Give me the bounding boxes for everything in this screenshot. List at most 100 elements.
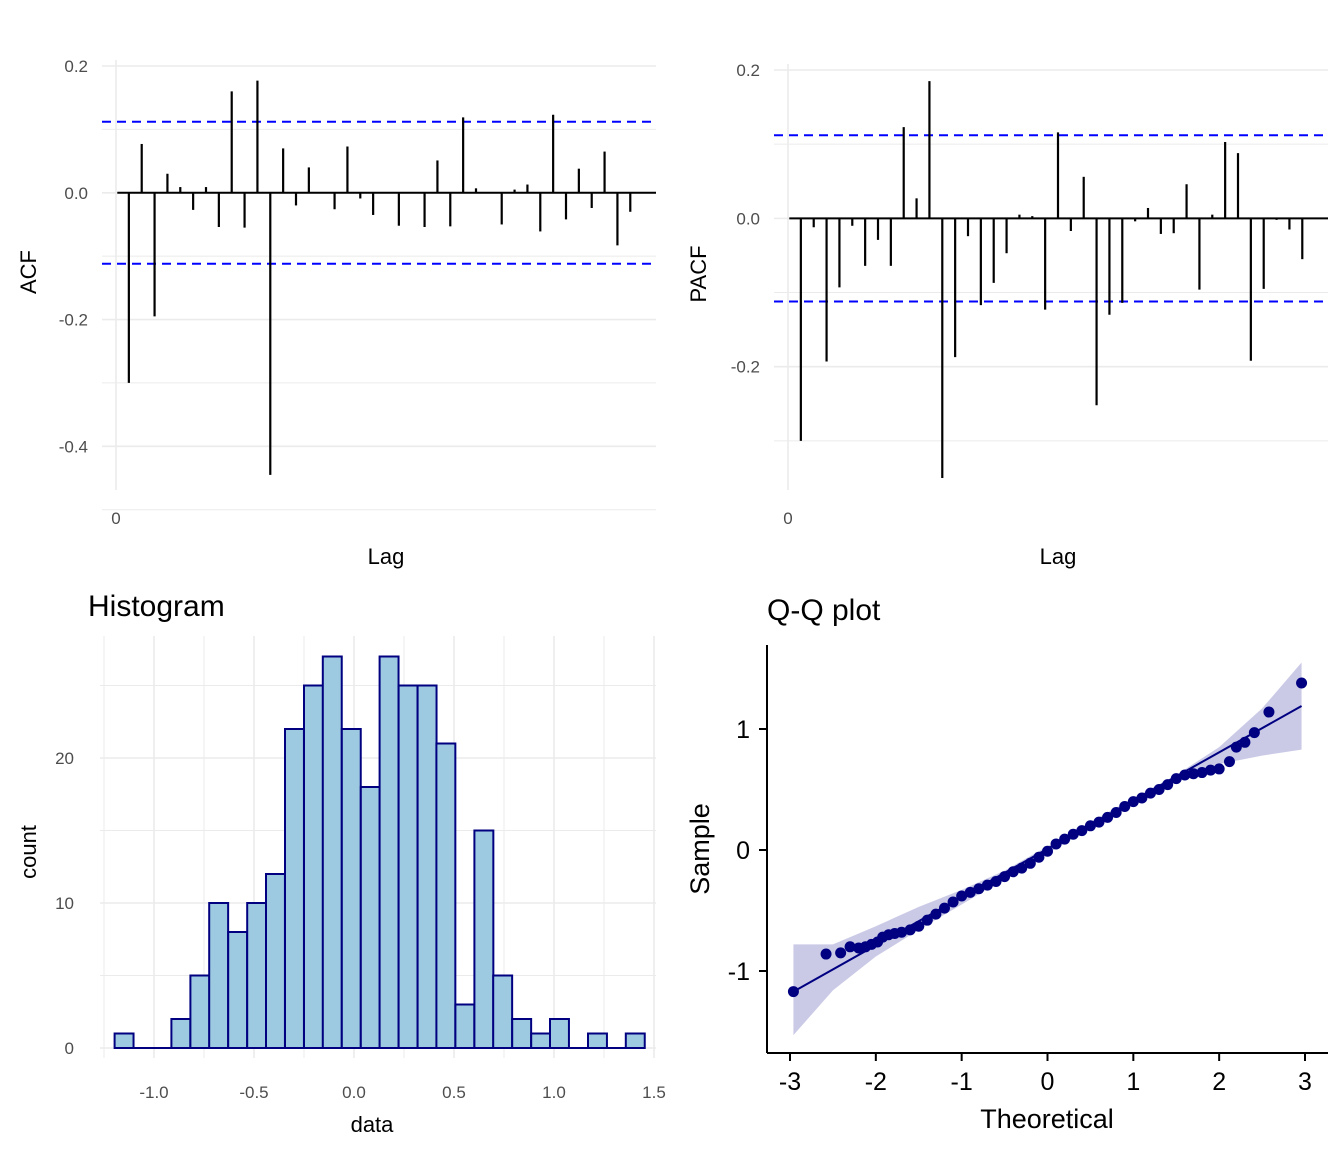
histogram-bar [265,873,286,1049]
histogram-bar [303,684,324,1049]
histogram-x-axis-title: data [351,1112,395,1137]
acf-x-tick-label: 0 [111,509,120,528]
histogram-x-tick-label: 1.0 [542,1083,566,1102]
qq-point [956,890,968,902]
qq-point [1179,769,1191,781]
qq-point [1170,773,1182,785]
histogram-bar [549,1018,570,1049]
qq-panel: -3 -2 -1 0 1 2 3 -1 0 1 Q-Q plot Theoretical Sample [685,594,1328,1134]
qq-point [1162,779,1174,791]
histogram-bar [511,1018,533,1049]
qq-point [1263,706,1275,718]
histogram-bar [416,684,438,1049]
histogram-bar [170,1018,192,1049]
qq-point [1196,767,1208,779]
histogram-bar [473,829,495,1049]
qq-point [1102,811,1114,823]
qq-y-tick-label: 0 [736,837,750,865]
qq-x-tick-label: 0 [1041,1068,1055,1096]
pacf-y-tick-label: 0.0 [736,209,760,228]
qq-point [1205,764,1217,776]
qq-point [1059,833,1071,845]
histogram-x-tick-label: -0.5 [239,1083,268,1102]
histogram-x-tick-label: 0.5 [442,1083,466,1102]
qq-point [999,871,1011,883]
histogram-x-tick-label: -1.0 [139,1083,168,1102]
histogram-title: Histogram [88,590,225,623]
qq-point [1033,851,1045,863]
qq-point [904,924,916,936]
histogram-bar [340,728,362,1049]
qq-point [939,902,950,914]
qq-x-tick-label: -2 [865,1068,887,1096]
histogram-bar [624,1032,646,1049]
qq-x-tick-label: 3 [1298,1068,1312,1096]
qq-title: Q-Q plot [767,594,881,627]
histogram-bar [397,684,419,1049]
pacf-x-axis-title: Lag [1040,544,1077,569]
qq-point [1076,825,1088,837]
qq-point [1007,866,1019,878]
histogram-y-tick-label: 20 [55,749,74,768]
qq-point [1230,741,1242,753]
histogram-bar [587,1032,608,1049]
qq-x-tick-label: -3 [779,1068,801,1096]
qq-point [1084,820,1096,832]
histogram-bar [321,655,343,1049]
histogram-y-tick-label: 10 [55,894,74,913]
qq-y-tick-label: -1 [728,958,750,986]
acf-y-tick-label: -0.4 [59,437,88,456]
histogram-y-axis-title: count [16,825,41,879]
qq-point [1127,796,1139,808]
qq-point [820,948,832,960]
histogram-bar [189,974,211,1049]
qq-x-axis-title: Theoretical [980,1104,1114,1134]
qq-point [1248,727,1260,739]
qq-point [1050,838,1062,850]
qq-point [1239,736,1251,748]
pacf-panel: -0.2 0.0 0.2 0 Lag PACF [686,61,1328,569]
qq-point [896,926,908,938]
qq-point [1024,857,1036,869]
qq-point [947,896,959,908]
qq-point [1067,828,1079,840]
qq-point [1016,862,1028,874]
histogram-bar [492,974,514,1049]
pacf-y-tick-label: 0.2 [736,61,760,80]
histogram-panel: -1.0 -0.5 0.0 0.5 1.0 1.5 0 10 20 Histogram data co… [16,590,666,1137]
qq-point [1136,792,1148,804]
histogram-x-tick-label: 0.0 [342,1083,366,1102]
qq-point [1213,763,1225,775]
histogram-bar [284,728,305,1049]
qq-point [990,875,1002,887]
acf-x-axis-title: Lag [368,544,405,569]
histogram-bar [113,1032,135,1049]
acf-y-axis-title: ACF [16,250,41,294]
qq-x-tick-label: -1 [951,1068,973,1096]
histogram-bar [246,902,268,1049]
acf-y-tick-label: 0.2 [64,57,88,76]
histogram-bar [378,655,400,1049]
acf-y-tick-label: -0.2 [59,311,88,330]
qq-point [1145,787,1156,799]
pacf-y-axis-title: PACF [686,245,711,302]
pacf-y-tick-label: -0.2 [731,358,760,377]
qq-y-tick-label: 1 [736,716,750,744]
histogram-bar [227,931,249,1049]
qq-point [787,986,799,998]
qq-point [1223,756,1235,768]
qq-point [1296,677,1308,689]
histogram-y-tick-label: 0 [65,1039,74,1058]
qq-point [981,879,993,891]
qq-point [844,941,856,953]
qq-point [930,908,942,920]
qq-y-axis-title: Sample [685,803,715,895]
histogram-x-tick-label: 1.5 [642,1083,666,1102]
histogram-bar [208,902,230,1049]
pacf-x-tick-label: 0 [783,509,792,528]
qq-point [835,947,847,959]
qq-point [1110,806,1122,818]
qq-point [973,883,985,895]
histogram-bar [359,786,381,1049]
qq-x-tick-label: 2 [1212,1068,1226,1096]
